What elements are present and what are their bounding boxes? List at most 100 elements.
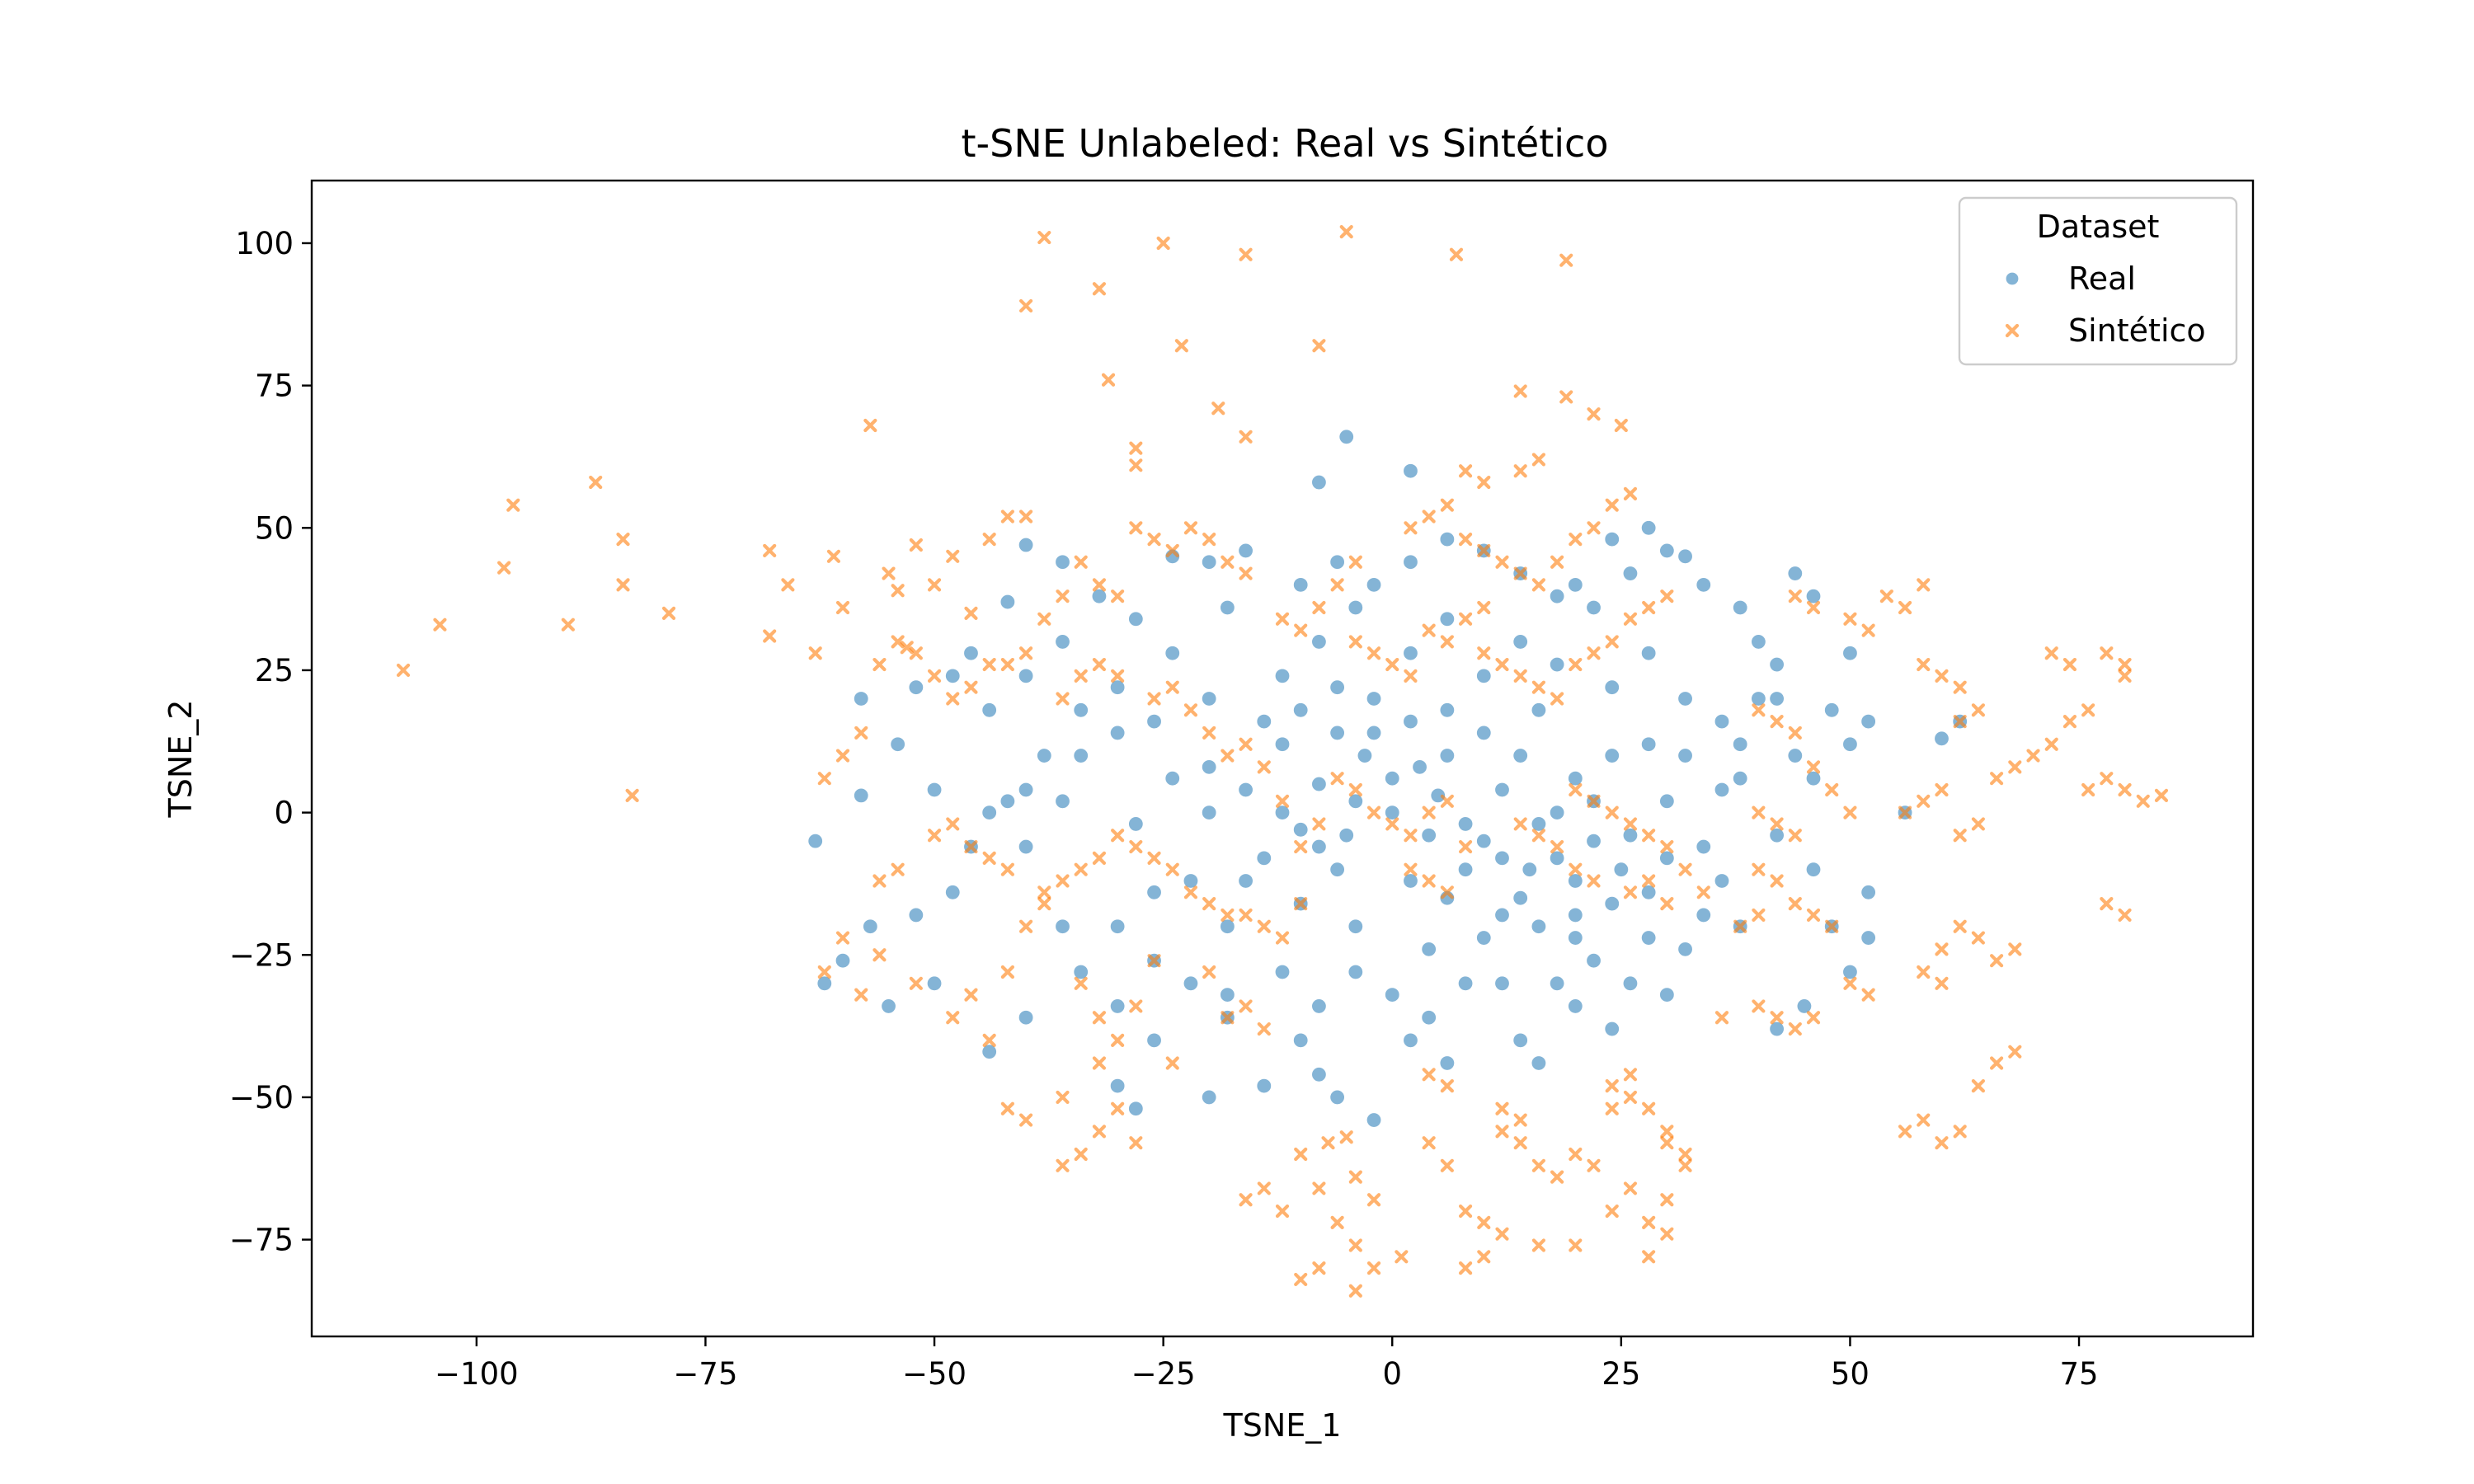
data-point-real	[1640, 929, 1657, 946]
data-point-synthetic	[1825, 919, 1839, 933]
data-point-synthetic	[1037, 612, 1051, 626]
data-point-synthetic	[1294, 897, 1308, 911]
data-point-synthetic	[1678, 862, 1692, 876]
data-point-synthetic	[1092, 1011, 1107, 1025]
data-point-synthetic	[872, 657, 887, 672]
data-point-synthetic	[1156, 236, 1170, 251]
data-point-synthetic	[1330, 578, 1344, 592]
data-point-real	[1237, 872, 1254, 890]
data-point-synthetic	[1183, 521, 1198, 535]
data-point-synthetic	[1531, 680, 1546, 694]
data-point-synthetic	[1953, 715, 1967, 729]
data-point-synthetic	[1770, 1011, 1784, 1025]
data-point-synthetic	[1495, 657, 1509, 672]
data-point-synthetic	[616, 578, 630, 592]
data-point-synthetic	[2100, 897, 2114, 911]
data-point-real	[1457, 815, 1474, 833]
data-point-synthetic	[1587, 1158, 1601, 1172]
data-point-real	[1732, 736, 1748, 753]
data-point-synthetic	[1531, 1158, 1546, 1172]
data-point-synthetic	[1366, 805, 1381, 819]
data-point-synthetic	[1559, 253, 1573, 267]
data-point-synthetic	[1917, 578, 1931, 592]
x-axis: −100 −75 −50 −25 0 25 50 75	[435, 1336, 2099, 1392]
data-point-real	[1787, 565, 1804, 582]
data-point-synthetic	[1513, 669, 1527, 683]
data-point-synthetic	[1183, 885, 1198, 899]
y-tick-label: −50	[229, 1080, 294, 1115]
data-point-real	[1201, 805, 1217, 821]
data-point-synthetic	[1587, 794, 1601, 808]
data-point-synthetic	[1165, 862, 1179, 876]
x-tick-label: −50	[902, 1356, 967, 1392]
data-point-synthetic	[1165, 543, 1179, 558]
data-point-synthetic	[1623, 1090, 1638, 1105]
data-point-synthetic	[863, 418, 877, 433]
data-point-synthetic	[1806, 908, 1821, 923]
x-tick-label: 50	[1831, 1356, 1870, 1392]
data-point-real	[1018, 537, 1034, 553]
data-point-synthetic	[1714, 1011, 1729, 1025]
data-point-synthetic	[1018, 919, 1033, 933]
data-point-synthetic	[1385, 657, 1399, 672]
data-point-real	[1640, 519, 1657, 536]
legend-title: Dataset	[2037, 209, 2160, 245]
data-point-real	[1091, 588, 1108, 604]
data-point-synthetic	[1458, 612, 1473, 626]
data-point-synthetic	[2062, 715, 2077, 729]
data-point-synthetic	[1330, 1215, 1344, 1229]
data-point-synthetic	[1294, 623, 1308, 637]
data-point-synthetic	[1147, 851, 1161, 865]
data-point-synthetic	[1440, 635, 1454, 649]
data-point-synthetic	[1770, 874, 1784, 888]
data-point-synthetic	[1495, 1125, 1509, 1139]
data-point-synthetic	[1211, 402, 1225, 416]
data-point-synthetic	[1843, 612, 1857, 626]
data-point-synthetic	[1550, 692, 1564, 706]
data-point-synthetic	[964, 606, 978, 620]
data-point-synthetic	[1477, 543, 1491, 558]
data-point-real	[1384, 805, 1400, 821]
data-point-real	[1329, 679, 1346, 696]
data-point-synthetic	[1605, 805, 1619, 819]
data-point-real	[1640, 645, 1657, 661]
data-point-synthetic	[1623, 885, 1638, 899]
data-point-real	[1522, 862, 1538, 878]
data-point-synthetic	[1531, 1238, 1546, 1252]
data-point-synthetic	[817, 772, 831, 786]
data-point-synthetic	[1477, 475, 1491, 490]
data-point-synthetic	[1495, 1227, 1509, 1241]
data-point-synthetic	[781, 578, 795, 592]
data-point-synthetic	[1770, 817, 1784, 831]
data-point-synthetic	[909, 646, 923, 660]
data-point-synthetic	[854, 726, 868, 740]
data-point-synthetic	[1092, 578, 1107, 592]
data-point-synthetic	[1404, 862, 1418, 876]
data-point-synthetic	[1513, 566, 1527, 580]
data-point-synthetic	[1312, 600, 1326, 615]
data-point-synthetic	[1660, 1136, 1674, 1150]
data-point-synthetic	[882, 566, 896, 580]
data-point-real	[1164, 645, 1181, 661]
points-layer	[396, 225, 2169, 1298]
data-point-real	[1145, 713, 1163, 730]
data-point-synthetic	[1092, 1056, 1107, 1070]
data-point-synthetic	[808, 646, 822, 660]
data-point-synthetic	[1788, 726, 1802, 740]
data-point-synthetic	[1477, 646, 1491, 660]
data-point-synthetic	[2118, 782, 2132, 797]
data-point-synthetic	[2118, 669, 2132, 683]
data-point-synthetic	[909, 976, 923, 990]
data-point-synthetic	[1531, 829, 1546, 843]
data-point-synthetic	[1989, 954, 2004, 968]
data-point-synthetic	[2026, 749, 2040, 763]
data-point-real	[1310, 776, 1328, 792]
data-point-real	[862, 918, 878, 935]
data-point-synthetic	[1000, 510, 1014, 524]
data-point-synthetic	[1202, 965, 1216, 979]
data-point-real	[1769, 1021, 1785, 1037]
data-point-synthetic	[1614, 418, 1628, 433]
data-point-synthetic	[1339, 1130, 1353, 1144]
data-point-real	[926, 975, 943, 992]
data-point-real	[1292, 576, 1309, 593]
